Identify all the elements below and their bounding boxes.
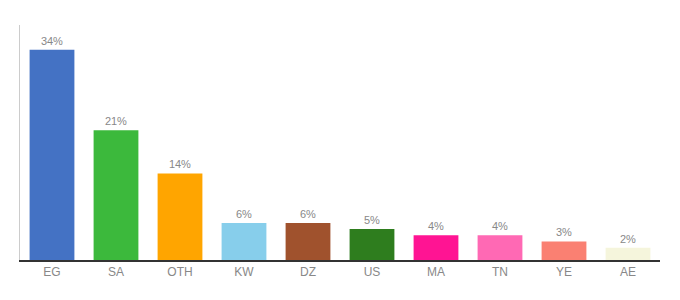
- svg-text:5%: 5%: [364, 214, 380, 226]
- svg-text:6%: 6%: [300, 208, 316, 220]
- svg-text:6%: 6%: [236, 208, 252, 220]
- svg-text:DZ: DZ: [300, 265, 316, 279]
- svg-text:YE: YE: [556, 265, 572, 279]
- svg-text:21%: 21%: [105, 115, 127, 127]
- svg-text:AE: AE: [620, 265, 636, 279]
- svg-text:4%: 4%: [492, 220, 508, 232]
- svg-text:3%: 3%: [556, 226, 572, 238]
- svg-text:TN: TN: [492, 265, 508, 279]
- svg-text:US: US: [364, 265, 381, 279]
- svg-text:OTH: OTH: [167, 265, 192, 279]
- svg-text:2%: 2%: [620, 233, 636, 245]
- svg-text:SA: SA: [108, 265, 124, 279]
- svg-text:4%: 4%: [428, 220, 444, 232]
- svg-text:MA: MA: [427, 265, 445, 279]
- svg-text:34%: 34%: [41, 35, 63, 47]
- svg-text:EG: EG: [43, 265, 60, 279]
- svg-text:14%: 14%: [169, 158, 191, 170]
- svg-text:KW: KW: [234, 265, 254, 279]
